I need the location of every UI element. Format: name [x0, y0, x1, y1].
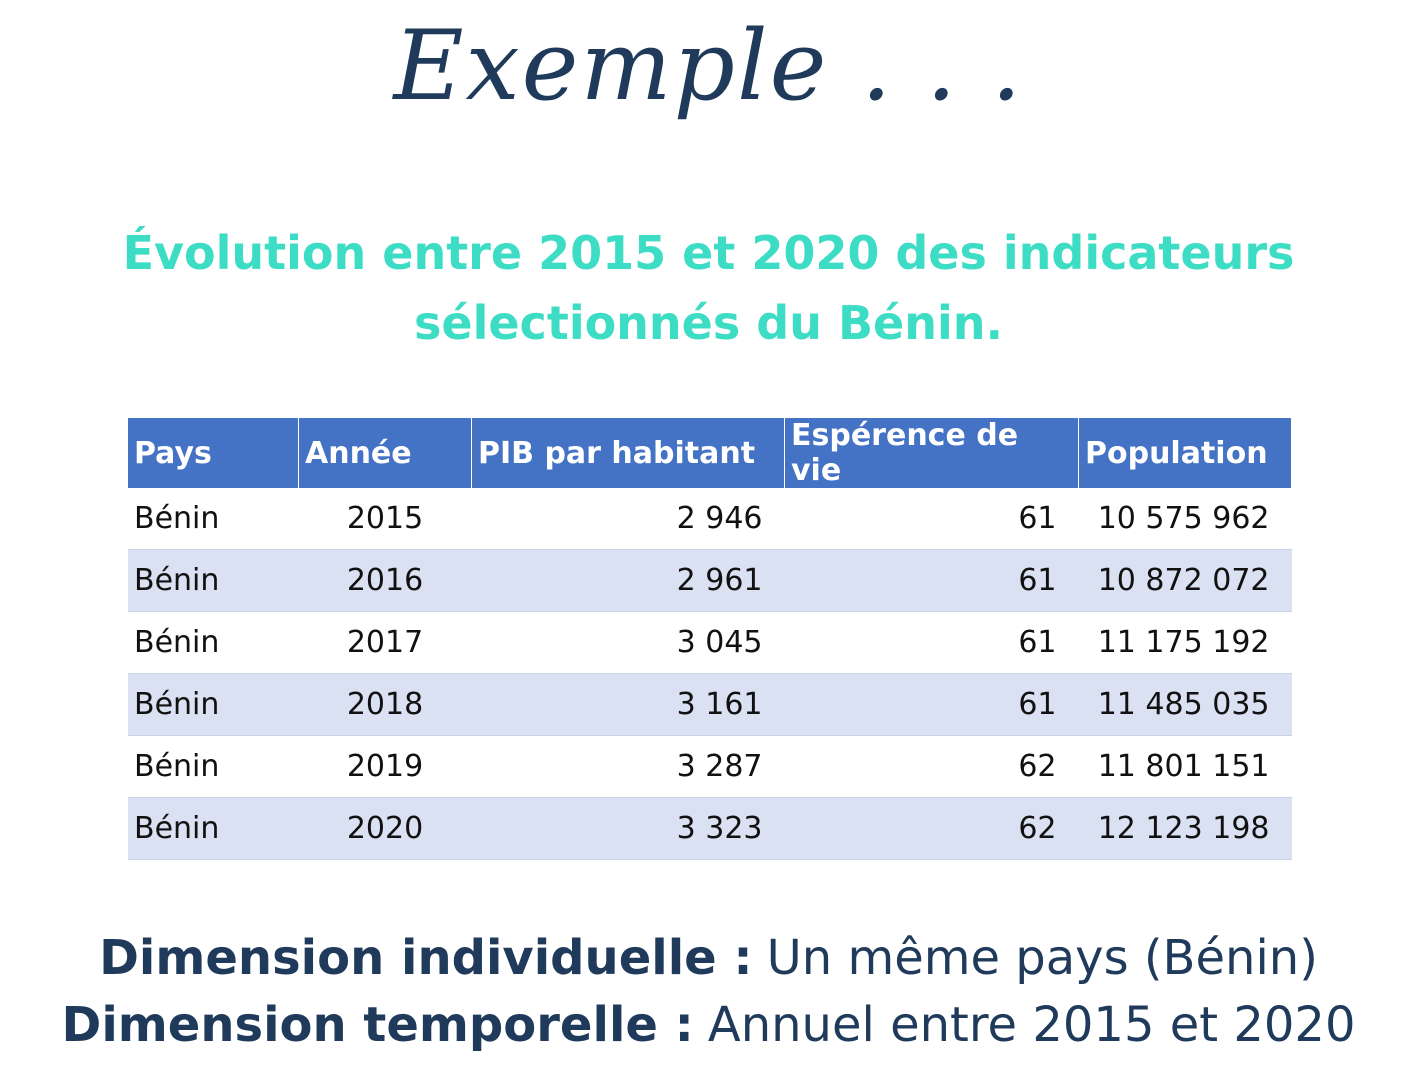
column-header: Année: [298, 418, 472, 488]
table-cell: 61: [784, 673, 1079, 736]
data-table: Pays Année PIB par habitant Espérence de vi…: [128, 418, 1292, 860]
table-cell: Bénin: [128, 735, 299, 798]
column-header: Population: [1078, 418, 1292, 488]
header-row: Pays Année PIB par habitant Espérence de vi…: [128, 418, 1292, 488]
title: Évolution entre 2015 et 2020 des indicat…: [0, 218, 1417, 358]
table-cell: Bénin: [128, 673, 299, 736]
table-row: Bénin 2020 3 323 62 12 123 198: [128, 797, 1292, 860]
title-line: sélectionnés du Bénin.: [414, 296, 1003, 350]
column-header: Pays: [128, 418, 299, 488]
table-cell: 3 045: [471, 611, 785, 674]
footer-text: Annuel entre 2015 et 2020: [707, 997, 1356, 1053]
footer-label: Dimension individuelle :: [99, 930, 753, 986]
table-cell: Bénin: [128, 488, 299, 550]
script-title: Exemple . . .: [393, 10, 1024, 122]
table-cell: 2 961: [471, 549, 785, 612]
table-cell: 61: [784, 611, 1079, 674]
table-cell: 10 575 962: [1078, 488, 1292, 550]
table-body: Bénin 2015 2 946 61 10 575 962 Bénin 2016 2 961…: [128, 488, 1292, 860]
table-cell: 2018: [298, 673, 472, 736]
table-cell: Bénin: [128, 549, 299, 612]
footer-line: Dimension temporelle : Annuel entre 2015 …: [0, 992, 1417, 1059]
table-cell: 62: [784, 735, 1079, 798]
table-cell: 62: [784, 797, 1079, 860]
table-cell: Bénin: [128, 797, 299, 860]
footer-text: Un même pays (Bénin): [766, 930, 1318, 986]
table-cell: 11 175 192: [1078, 611, 1292, 674]
table-cell: 2016: [298, 549, 472, 612]
table-cell: 2019: [298, 735, 472, 798]
footer: Dimension individuelle : Un même pays (Bé…: [0, 925, 1417, 1059]
table-cell: 2020: [298, 797, 472, 860]
title-line: Évolution entre 2015 et 2020 des indicat…: [122, 226, 1295, 280]
column-header: PIB par habitant: [471, 418, 785, 488]
table-cell: 10 872 072: [1078, 549, 1292, 612]
table-cell: 2017: [298, 611, 472, 674]
table-row: Bénin 2018 3 161 61 11 485 035: [128, 673, 1292, 736]
table-row: Bénin 2019 3 287 62 11 801 151: [128, 735, 1292, 798]
table-cell: 61: [784, 488, 1079, 550]
column-header: Espérence de vie: [784, 418, 1079, 488]
table-row: Bénin 2017 3 045 61 11 175 192: [128, 611, 1292, 674]
table-cell: 12 123 198: [1078, 797, 1292, 860]
table-cell: 61: [784, 549, 1079, 612]
footer-line: Dimension individuelle : Un même pays (Bé…: [0, 925, 1417, 992]
table-cell: 3 161: [471, 673, 785, 736]
table-cell: 2 946: [471, 488, 785, 550]
table-cell: Bénin: [128, 611, 299, 674]
table-row: Bénin 2016 2 961 61 10 872 072: [128, 549, 1292, 612]
table-cell: 3 287: [471, 735, 785, 798]
table-cell: 11 485 035: [1078, 673, 1292, 736]
table-row: Bénin 2015 2 946 61 10 575 962: [128, 488, 1292, 550]
table-cell: 11 801 151: [1078, 735, 1292, 798]
table-cell: 3 323: [471, 797, 785, 860]
table-cell: 2015: [298, 488, 472, 550]
footer-label: Dimension temporelle :: [61, 997, 694, 1053]
